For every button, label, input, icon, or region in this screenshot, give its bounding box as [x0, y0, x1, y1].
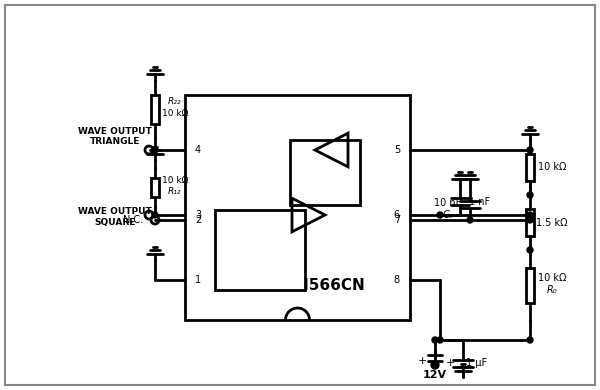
Text: +: +	[418, 356, 427, 366]
Circle shape	[437, 337, 443, 343]
Circle shape	[527, 192, 533, 198]
Circle shape	[152, 147, 158, 153]
Text: 1 μF: 1 μF	[466, 358, 488, 368]
Text: 2: 2	[195, 215, 201, 225]
Circle shape	[527, 337, 533, 343]
Text: R₀: R₀	[547, 285, 557, 295]
Circle shape	[527, 147, 533, 153]
Text: LM566CN: LM566CN	[284, 278, 365, 292]
Text: 1.5 kΩ: 1.5 kΩ	[536, 218, 568, 227]
Circle shape	[431, 361, 439, 369]
Text: 8: 8	[394, 275, 400, 285]
Text: 1: 1	[195, 275, 201, 285]
Circle shape	[432, 337, 438, 343]
Circle shape	[152, 212, 158, 218]
Text: WAVE OUTPUT: WAVE OUTPUT	[78, 126, 152, 135]
Bar	[151, 178, 159, 197]
Text: SQUARE: SQUARE	[94, 218, 136, 227]
Circle shape	[437, 212, 443, 218]
Circle shape	[527, 247, 533, 253]
Text: 7: 7	[394, 215, 400, 225]
Text: +: +	[445, 358, 455, 368]
Circle shape	[467, 217, 473, 223]
Bar	[526, 209, 534, 236]
Text: C₀: C₀	[443, 210, 454, 220]
Bar	[185, 95, 410, 320]
Text: N.C.: N.C.	[123, 215, 143, 225]
Text: 5: 5	[394, 145, 400, 155]
Bar	[290, 140, 360, 205]
Bar	[151, 94, 159, 124]
Text: 1 nF: 1 nF	[469, 197, 491, 207]
Circle shape	[527, 212, 533, 218]
Text: 12V: 12V	[423, 370, 447, 380]
Circle shape	[527, 217, 533, 223]
Text: R₁₂: R₁₂	[168, 187, 182, 196]
Text: 10 kΩ: 10 kΩ	[538, 163, 566, 172]
Text: 10 nF: 10 nF	[434, 198, 461, 208]
Text: WAVE OUTPUT: WAVE OUTPUT	[78, 207, 152, 216]
Text: 10 kΩ: 10 kΩ	[538, 273, 566, 283]
Text: R₂₂: R₂₂	[168, 98, 182, 106]
Text: TRIANGLE: TRIANGLE	[90, 138, 140, 147]
Text: 10 kΩ: 10 kΩ	[162, 176, 188, 185]
Text: 3: 3	[195, 210, 201, 220]
Text: 4: 4	[195, 145, 201, 155]
Bar	[526, 154, 534, 181]
Text: 6: 6	[394, 210, 400, 220]
Text: 10 kΩ: 10 kΩ	[162, 108, 188, 117]
Bar	[215, 210, 305, 290]
Bar	[526, 268, 534, 303]
